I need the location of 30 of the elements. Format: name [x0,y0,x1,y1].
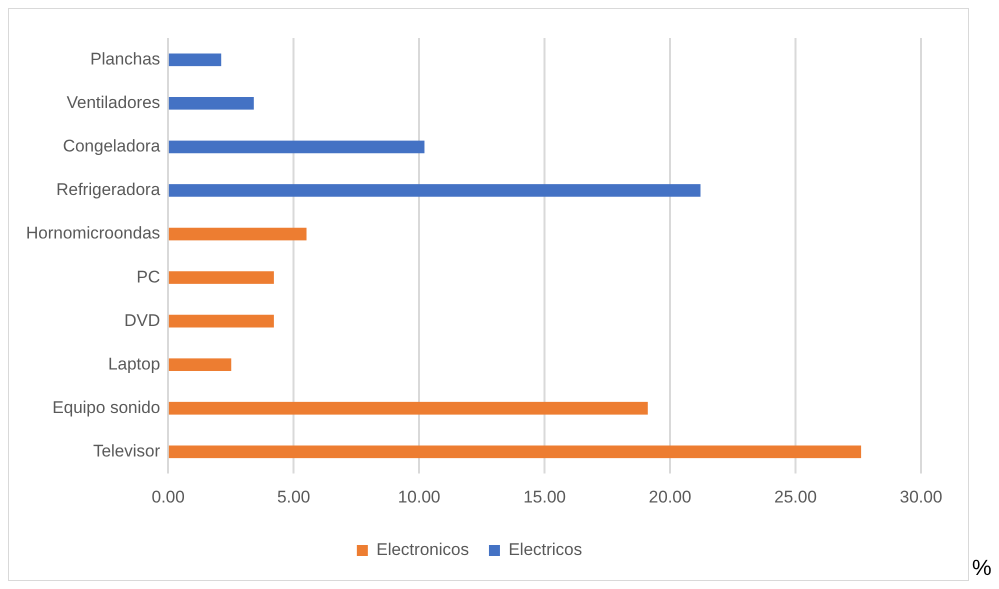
y-tick-label: Hornomicroondas [26,224,160,243]
y-tick-label: Laptop [108,354,160,374]
x-tick-label: 15.00 [523,487,566,506]
legend-label: Electronicos [376,540,469,560]
bar [168,314,274,328]
x-tick-label: 5.00 [277,487,310,506]
bar [168,228,307,240]
bar [168,184,700,197]
y-tick-label: Televisor [93,442,160,461]
x-tick-label: 0.00 [152,487,185,506]
y-tick-label: DVD [124,310,160,330]
y-tick-label: Refrigeradora [56,180,161,200]
y-tick-label: PC [136,267,160,286]
bar [168,402,648,415]
x-tick-label: 30.00 [900,487,942,506]
y-tick-label: Equipo sonido [52,398,160,417]
x-tick-label: 25.00 [774,487,817,506]
y-tick-label: Congeladora [62,136,161,156]
bar [168,97,254,110]
legend-label: Electricos [508,540,582,560]
bar [168,53,222,66]
bar [168,140,424,154]
x-tick-label: 20.00 [648,487,692,506]
y-tick-label: Planchas [90,49,160,68]
y-tick-label: Ventiladores [66,93,160,112]
x-tick-label: 10.00 [398,487,440,506]
bar [168,358,232,372]
text: % [972,555,992,580]
bar [168,445,862,458]
bar [168,271,274,284]
